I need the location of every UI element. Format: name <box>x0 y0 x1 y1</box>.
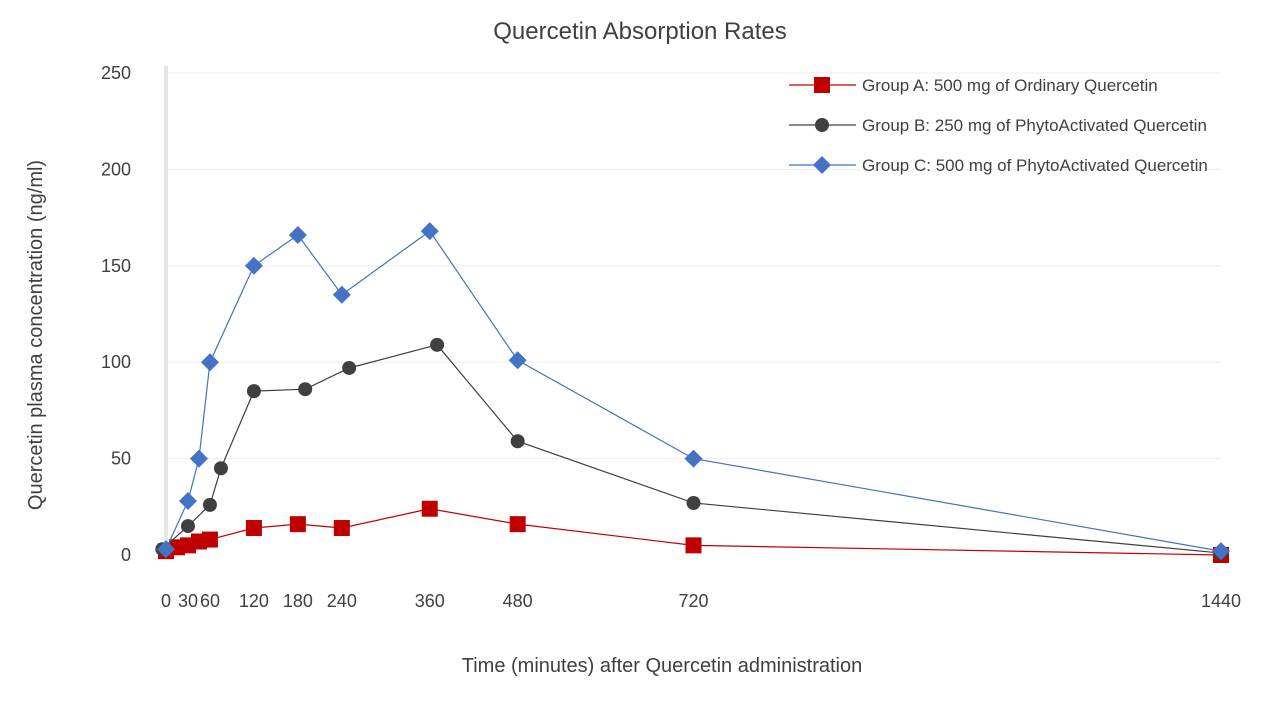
series-3-point <box>189 449 208 468</box>
series-3-point <box>200 353 219 372</box>
x-tick-label: 720 <box>678 591 708 611</box>
series-3-point <box>1212 542 1230 561</box>
legend-item-3: Group C: 500 mg of PhytoActivated Querce… <box>789 156 1208 175</box>
series-2-point <box>180 519 195 534</box>
y-axis-line <box>164 66 168 556</box>
x-tick-label: 120 <box>239 591 269 611</box>
chart-title: Quercetin Absorption Rates <box>493 18 787 45</box>
y-tick-label: 50 <box>111 449 131 469</box>
series-3-point <box>157 540 175 559</box>
series-2 <box>155 337 1228 561</box>
y-tick-label: 0 <box>121 545 131 565</box>
legend-label: Group C: 500 mg of PhytoActivated Querce… <box>862 156 1208 175</box>
gridlines <box>166 72 1221 460</box>
x-tick-label: 0 <box>161 591 171 611</box>
x-tick-label: 180 <box>283 591 313 611</box>
series-3-point <box>332 285 351 304</box>
series-1 <box>158 500 1229 563</box>
series-2-point <box>298 382 313 397</box>
series-3-point <box>420 222 439 241</box>
x-tick-label: 30 <box>178 591 198 611</box>
series-1-point <box>421 500 438 517</box>
x-tick-label: 60 <box>200 591 220 611</box>
x-tick-label: 1440 <box>1201 591 1241 611</box>
series-3-point <box>178 492 197 511</box>
y-tick-label: 200 <box>101 159 131 179</box>
series-group <box>155 222 1230 563</box>
y-tick-label: 100 <box>101 352 131 372</box>
y-tick-label: 150 <box>101 256 131 276</box>
series-2-point <box>686 495 701 510</box>
series-1-point <box>201 531 218 548</box>
y-axis-title: Quercetin plasma concentration (ng/ml) <box>25 160 47 510</box>
legend-marker <box>813 156 831 174</box>
series-3-point <box>288 225 307 244</box>
series-2-point <box>213 461 228 476</box>
series-1-point <box>245 520 262 537</box>
series-1-point <box>685 537 702 554</box>
series-2-line <box>161 344 1222 554</box>
x-axis-ticks: 0 30 60 120 180 240 360 480 720 1440 <box>161 591 1241 611</box>
series-2-point <box>202 497 217 512</box>
legend: Group A: 500 mg of Ordinary Quercetin Gro… <box>789 76 1208 175</box>
legend-item-1: Group A: 500 mg of Ordinary Quercetin <box>789 76 1158 95</box>
series-1-point <box>333 520 350 537</box>
series-3-point <box>684 449 703 468</box>
series-1-point <box>289 516 306 533</box>
legend-marker <box>814 77 830 93</box>
series-2-point <box>430 337 445 352</box>
series-2-point <box>246 384 261 399</box>
y-tick-label: 250 <box>101 63 131 83</box>
x-tick-label: 360 <box>415 591 445 611</box>
y-axis-ticks: 0 50 100 150 200 250 <box>101 63 131 565</box>
x-axis-title: Time (minutes) after Quercetin administr… <box>462 655 863 677</box>
series-3-point <box>244 256 263 275</box>
x-tick-label: 480 <box>503 591 533 611</box>
series-2-point <box>510 434 525 449</box>
series-1-point <box>509 516 526 533</box>
x-tick-label: 240 <box>327 591 357 611</box>
legend-item-2: Group B: 250 mg of PhytoActivated Querce… <box>789 116 1207 135</box>
legend-label: Group B: 250 mg of PhytoActivated Querce… <box>862 116 1207 135</box>
series-2-point <box>342 360 357 375</box>
legend-marker <box>815 118 829 132</box>
series-3 <box>157 222 1230 561</box>
legend-label: Group A: 500 mg of Ordinary Quercetin <box>862 76 1158 95</box>
series-3-point <box>508 351 527 370</box>
